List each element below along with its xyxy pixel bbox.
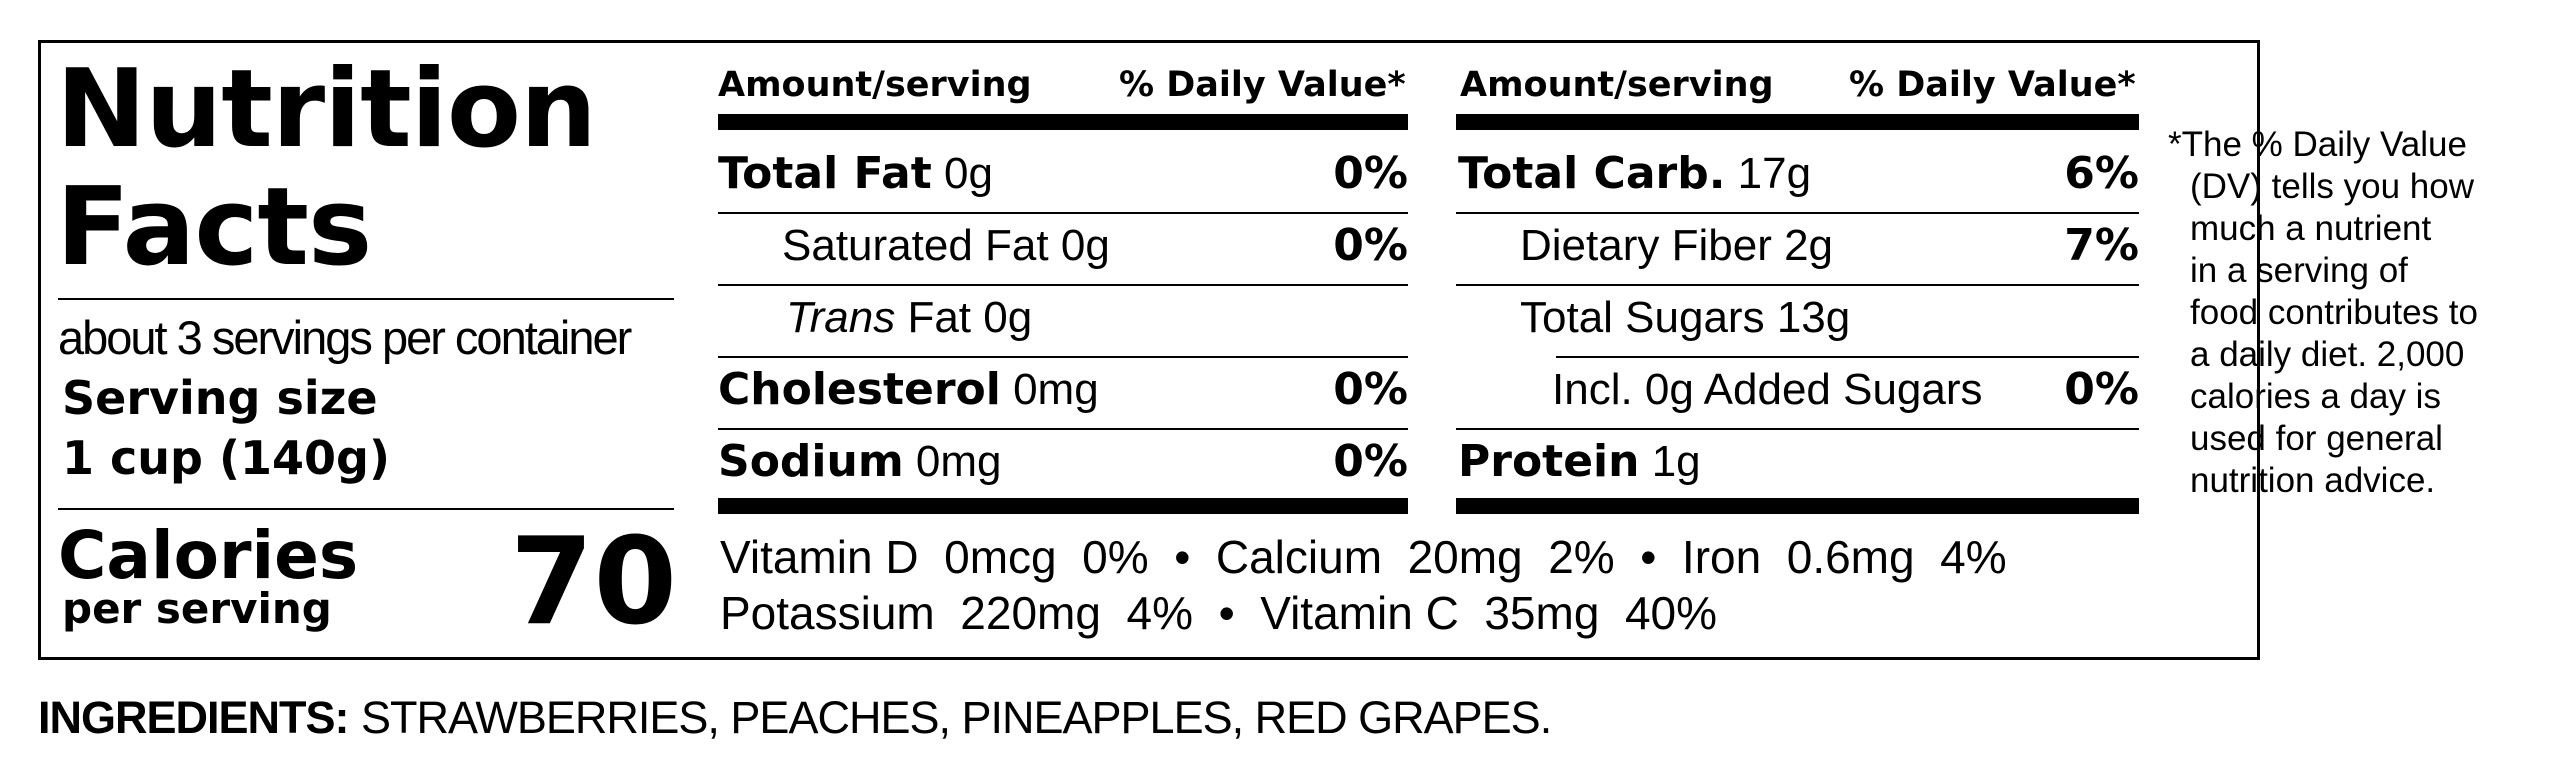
footnote-line: food contributes to: [2190, 293, 2478, 332]
nutrition-label-border: [38, 40, 2260, 660]
nutrient-name: Saturated Fat: [782, 221, 1049, 270]
right-header-amount: Amount/serving: [1460, 65, 1774, 105]
nutrient-amount: 0g: [943, 149, 993, 198]
rule-above-calories: [58, 508, 674, 510]
left-header-daily-value: % Daily Value*: [1119, 65, 1406, 105]
footnote-line: calories a day is: [2190, 377, 2441, 416]
right-thick-rule-bottom: [1456, 498, 2139, 514]
left-thick-rule-top: [718, 114, 1408, 130]
left-row-cholesterol-dv: 0%: [1333, 364, 1408, 415]
nutrient-amount: 0mg: [1013, 365, 1099, 414]
left-row-total-fat-dv: 0%: [1333, 148, 1408, 199]
right-row-divider: [1456, 428, 2139, 430]
left-row-saturated-fat: Saturated Fat 0g: [782, 220, 1110, 272]
nutrient-name: Dietary Fiber: [1520, 221, 1772, 270]
nutrient-name: Trans: [786, 293, 896, 342]
serving-size-value: 1 cup (140g): [62, 431, 390, 485]
left-row-trans-fat: Trans Fat 0g: [786, 292, 1032, 344]
nutrient-amount: 17g: [1737, 149, 1812, 198]
title-facts: Facts: [56, 165, 372, 290]
nutrient-amount: 13g: [1776, 293, 1851, 342]
right-row-added-sugars-dv: 0%: [2064, 364, 2139, 415]
left-header-amount: Amount/serving: [718, 65, 1032, 105]
footnote-line: used for general: [2190, 419, 2443, 458]
left-row-sodium: Sodium 0mg: [718, 436, 1002, 488]
ingredients-label: INGREDIENTS:: [38, 692, 350, 743]
right-row-total-carb: Total Carb. 17g: [1458, 148, 1811, 200]
title-nutrition: Nutrition: [56, 47, 597, 172]
right-header-daily-value: % Daily Value*: [1849, 65, 2136, 105]
right-row-protein: Protein 1g: [1458, 436, 1701, 488]
left-row-saturated-fat-dv: 0%: [1333, 220, 1408, 271]
left-row-divider: [718, 428, 1408, 430]
left-row-sodium-dv: 0%: [1333, 436, 1408, 487]
nutrient-name: Cholesterol: [718, 364, 1001, 415]
right-row-divider: [1456, 212, 2139, 214]
rule-under-title: [58, 298, 674, 300]
right-thick-rule-top: [1456, 114, 2139, 130]
right-row-divider: [1456, 284, 2139, 286]
nutrient-name: Protein: [1458, 436, 1640, 487]
left-row-total-fat: Total Fat 0g: [718, 148, 993, 200]
nutrient-amount: 0mg: [915, 437, 1002, 486]
right-row-dietary-fiber: Dietary Fiber 2g: [1520, 220, 1833, 272]
footnote-line: (DV) tells you how: [2190, 167, 2474, 206]
footnote-line: nutrition advice.: [2190, 461, 2436, 500]
right-row-divider-indented: [1556, 356, 2139, 358]
footnote-line: a daily diet. 2,000: [2190, 335, 2465, 374]
ingredients: INGREDIENTS: STRAWBERRIES, PEACHES, PINE…: [38, 690, 1552, 746]
nutrient-name: Sodium: [718, 436, 904, 487]
nutrient-amount: 1g: [1651, 437, 1701, 486]
left-row-cholesterol: Cholesterol 0mg: [718, 364, 1099, 416]
right-row-dietary-fiber-dv: 7%: [2064, 220, 2139, 271]
nutrient-name: Total Carb.: [1458, 148, 1726, 199]
left-row-divider: [718, 284, 1408, 286]
left-thick-rule-bottom: [718, 498, 1408, 514]
footnote-line: in a serving of: [2190, 251, 2408, 290]
serving-size-label: Serving size: [62, 371, 378, 425]
calories-label: Calories: [58, 517, 359, 594]
footnote-line: *The % Daily Value: [2168, 125, 2467, 164]
vitamins-line-2: Potassium 220mg 4% • Vitamin C 35mg 40%: [720, 587, 1718, 639]
nutrient-name: Total Sugars: [1520, 293, 1765, 342]
right-row-total-carb-dv: 6%: [2064, 148, 2139, 199]
vitamins-line-1: Vitamin D 0mcg 0% • Calcium 20mg 2% • Ir…: [720, 531, 2007, 583]
nutrient-amount: 0g: [1060, 221, 1110, 270]
left-row-divider: [718, 356, 1408, 358]
nutrient-amount: 2g: [1784, 221, 1834, 270]
calories-per-serving: per serving: [62, 584, 332, 633]
servings-per-container: about 3 servings per container: [58, 311, 632, 364]
nutrient-name: Total Fat: [718, 148, 932, 199]
daily-value-footnote: *The % Daily Value (DV) tells you how mu…: [2168, 124, 2478, 502]
nutrient-name-suffix: Fat: [907, 293, 972, 342]
footnote-line: much a nutrient: [2190, 209, 2432, 248]
right-row-added-sugars: Incl. 0g Added Sugars: [1552, 365, 1983, 414]
ingredients-list: STRAWBERRIES, PEACHES, PINEAPPLES, RED G…: [361, 692, 1552, 743]
left-row-divider: [718, 212, 1408, 214]
calories-value: 70: [510, 513, 677, 652]
nutrient-amount: 0g: [983, 293, 1033, 342]
right-row-total-sugars: Total Sugars 13g: [1520, 292, 1850, 344]
